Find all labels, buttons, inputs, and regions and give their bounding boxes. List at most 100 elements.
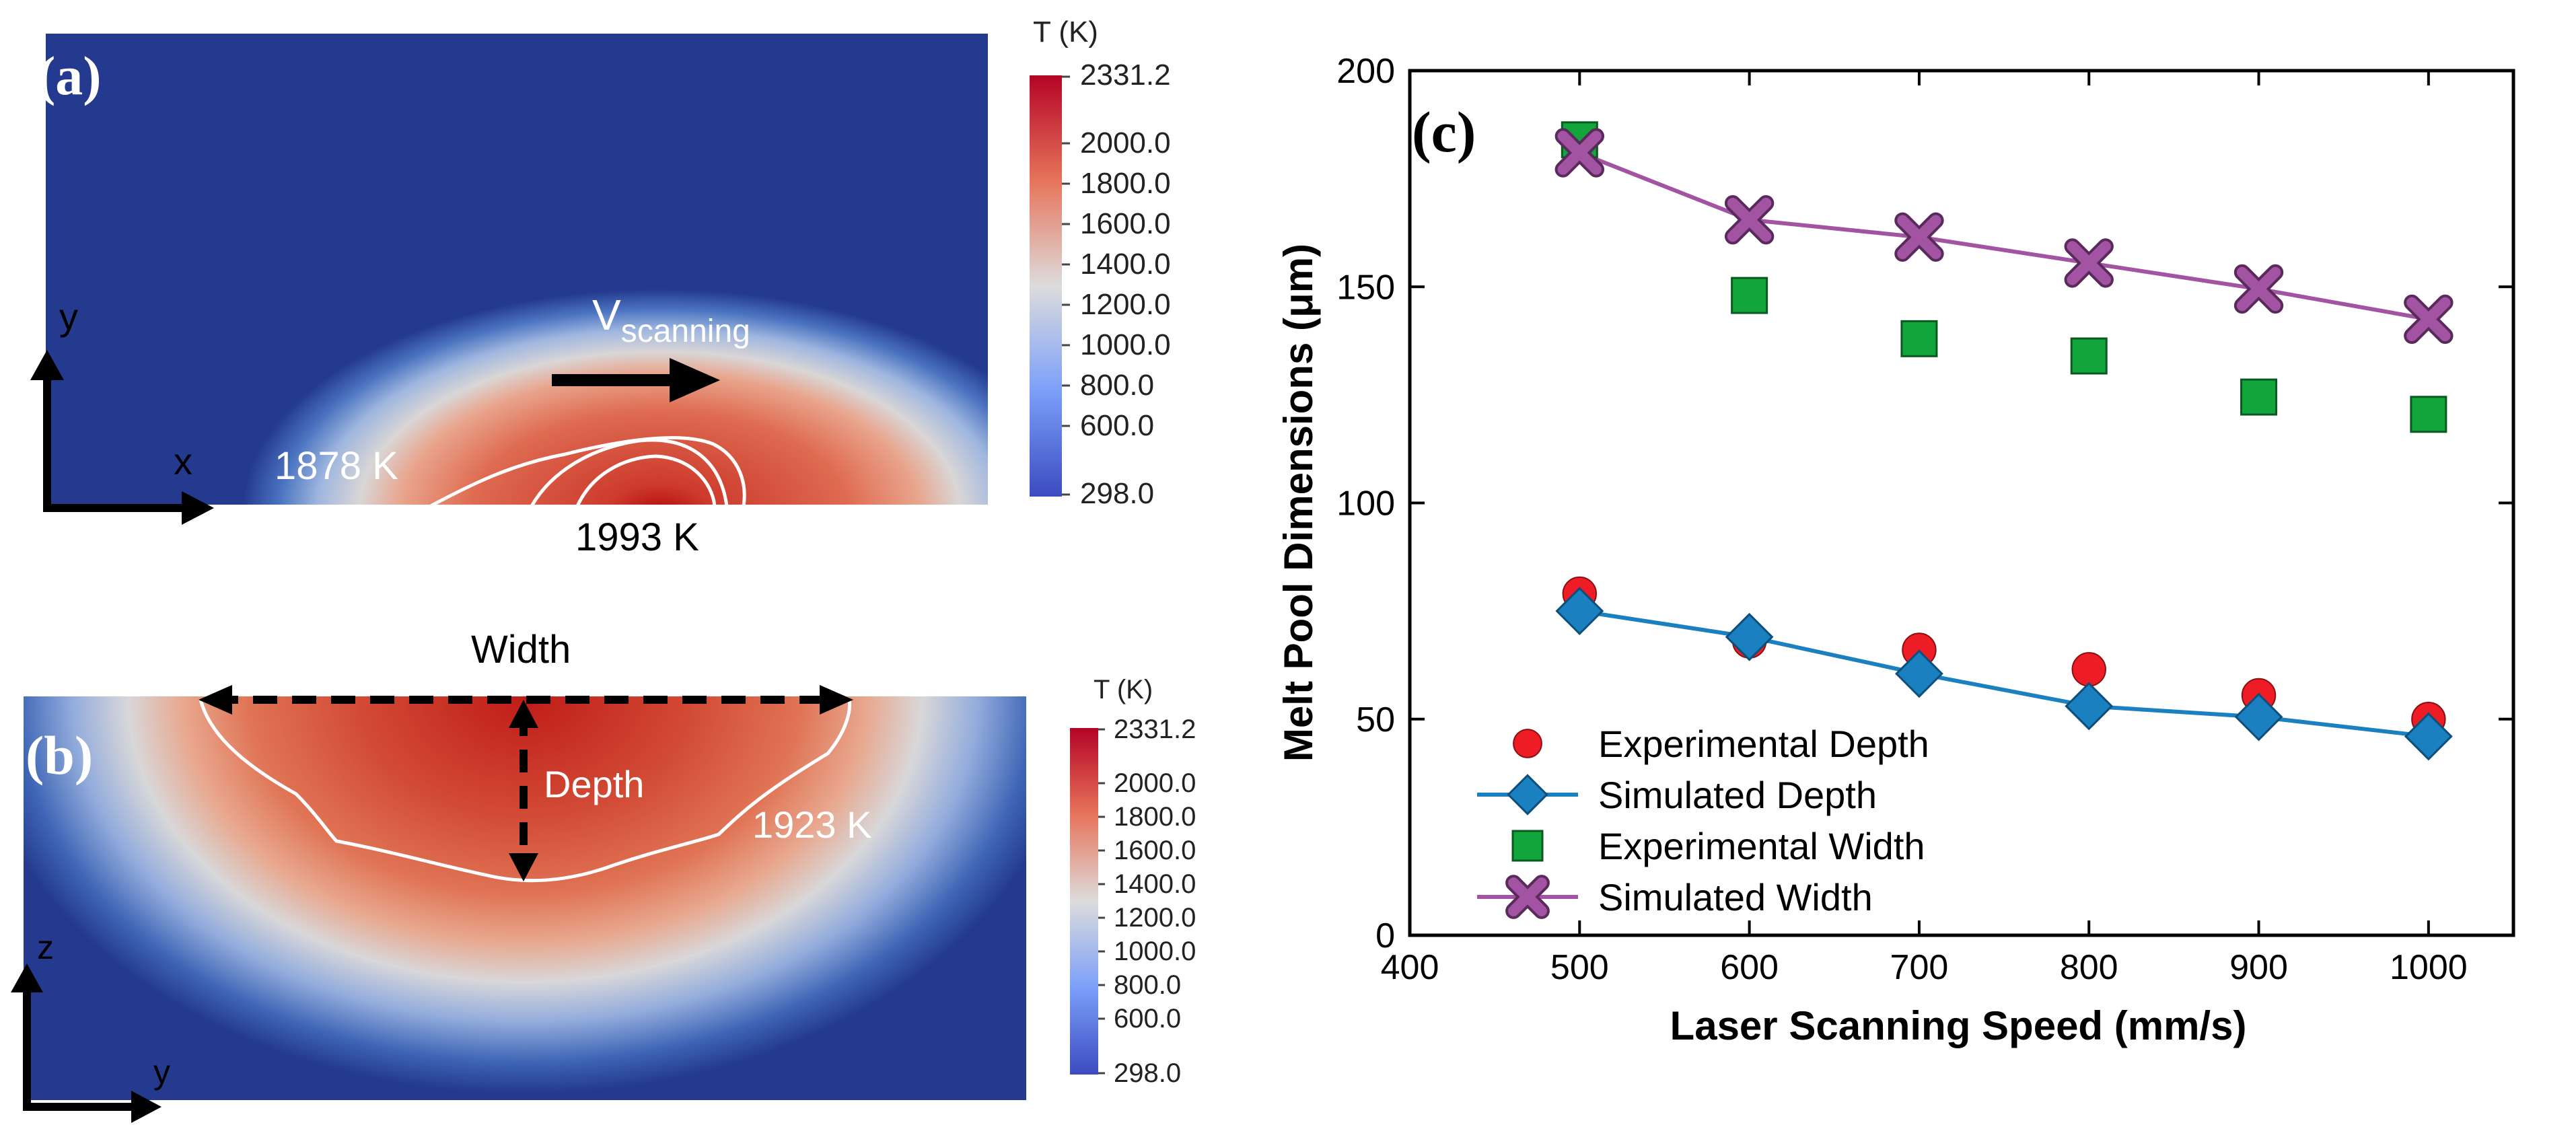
- x-tick-label: 400: [1381, 948, 1439, 987]
- colorbar-a-tick: 600.0: [1080, 409, 1154, 442]
- legend-simulated-depth-marker: [1507, 774, 1548, 815]
- simulated-depth-point: [2404, 712, 2453, 761]
- x-tick-label: 600: [1720, 948, 1779, 987]
- x-tick-label: 900: [2229, 948, 2288, 987]
- simulated-width-point: [2067, 241, 2111, 285]
- colorbar-b-tickmarks: [1098, 728, 1105, 1075]
- simulated-width-point: [1897, 215, 1941, 260]
- legend-experimental-width-label: Experimental Width: [1598, 825, 1925, 867]
- depth-label: Depth: [544, 763, 644, 805]
- chart-axis-ticks: 400 500 600 700 800 900 1000 0 50 100 150 200: [1336, 52, 2513, 987]
- peak-temperature-label: 1993 K: [575, 515, 699, 559]
- y-tick-label: 50: [1356, 700, 1395, 739]
- legend-simulated-width-label: Simulated Width: [1598, 876, 1873, 918]
- panel-b-y-arrowhead-icon: [131, 1091, 162, 1123]
- colorbar-a-tick: 800.0: [1080, 369, 1154, 402]
- experimental-width-point: [2240, 378, 2278, 416]
- colorbar-a-tick: 1200.0: [1080, 288, 1171, 321]
- colorbar-a-gradient: [1030, 75, 1062, 497]
- scanning-velocity-arrowhead-icon: [670, 358, 720, 402]
- colorbar-a-tick: 1400.0: [1080, 248, 1171, 281]
- colorbar-a-tick: 1000.0: [1080, 328, 1171, 361]
- legend-experimental-width-marker: [1511, 830, 1544, 862]
- panel-a-y-arrowhead-icon: [30, 350, 64, 380]
- panel-a-colorbar: T (K) 2331.2 2000.0 1800.0 1600.0 1400.0: [1030, 15, 1171, 510]
- x-tick-label: 700: [1890, 948, 1949, 987]
- simulated-depth-line: [1579, 609, 2429, 739]
- panel-a-x-arrowhead-icon: [182, 491, 214, 525]
- isotherm-1993k-inner-contour: [575, 454, 717, 507]
- colorbar-b-gradient: [1070, 728, 1098, 1075]
- colorbar-a-title: T (K): [1033, 15, 1098, 48]
- colorbar-b-min: 298.0: [1114, 1058, 1181, 1088]
- y-tick-label: 0: [1375, 916, 1395, 955]
- colorbar-b-max: 2331.2: [1114, 715, 1196, 744]
- width-right-arrowhead-icon: [820, 685, 853, 715]
- isotherm-1993k-outer-contour: [530, 438, 729, 507]
- simulated-width-point: [1557, 131, 1602, 175]
- colorbar-b-tick: 1200.0: [1114, 903, 1196, 933]
- panel-c-label: (c): [1412, 100, 1476, 164]
- colorbar-a-max: 2331.2: [1080, 59, 1171, 92]
- colorbar-a-tick: 1800.0: [1080, 167, 1171, 200]
- colorbar-a-tick: 2000.0: [1080, 126, 1171, 159]
- legend-experimental-depth-label: Experimental Depth: [1598, 723, 1929, 765]
- width-left-arrowhead-icon: [199, 685, 232, 715]
- colorbar-b-tick: 800.0: [1114, 970, 1181, 1000]
- simulated-width-line: [1579, 151, 2429, 322]
- experimental-width-point: [1731, 277, 1768, 314]
- panel-b-z-arrowhead-icon: [11, 964, 43, 992]
- simulated-depth-point: [2234, 692, 2283, 741]
- colorbar-b-tick: 1600.0: [1114, 836, 1196, 865]
- simulated-width-point: [2236, 266, 2281, 312]
- panel-a: y x Vscanning 1878 K 1993 K (a) T (K): [30, 15, 1171, 559]
- x-tick-label: 1000: [2390, 948, 2468, 987]
- simulated-depth-point: [1725, 612, 1774, 661]
- colorbar-a-tick: 1600.0: [1080, 207, 1171, 240]
- chart-x-axis-label: Laser Scanning Speed (mm/s): [1670, 1003, 2247, 1048]
- experimental-depth-point: [2071, 652, 2106, 687]
- legend-simulated-width-marker: [1508, 877, 1547, 916]
- chart-legend: Experimental Depth Simulated Depth Experim…: [1477, 723, 1929, 919]
- velocity-label: Vscanning: [592, 291, 750, 349]
- panel-b: Width Depth 1923 K z y (b) T (K): [11, 628, 1196, 1123]
- x-tick-label: 800: [2060, 948, 2118, 987]
- chart-series-lines: [1579, 151, 2429, 739]
- legend-experimental-depth-marker: [1513, 729, 1542, 758]
- panel-b-label: (b): [26, 725, 93, 786]
- isotherm-1923k-label: 1923 K: [752, 803, 872, 846]
- colorbar-b-tick: 600.0: [1114, 1004, 1181, 1033]
- depth-bottom-arrowhead-icon: [509, 853, 538, 881]
- y-tick-label: 200: [1336, 52, 1395, 91]
- legend-simulated-depth-label: Simulated Depth: [1598, 774, 1877, 816]
- panel-b-colorbar: T (K) 2331.2 2000.0 1800.0 1600.0 1400.0: [1070, 675, 1196, 1088]
- depth-top-arrowhead-icon: [509, 700, 538, 728]
- experimental-width-point: [2410, 396, 2447, 433]
- chart-y-axis-label: Melt Pool Dimensions (μm): [1276, 244, 1321, 762]
- isotherm-1878k-label: 1878 K: [275, 444, 398, 488]
- colorbar-b-tick: 1400.0: [1114, 869, 1196, 899]
- width-label: Width: [471, 628, 571, 672]
- x-tick-label: 500: [1550, 948, 1609, 987]
- panel-a-x-label: x: [174, 440, 192, 482]
- y-tick-label: 150: [1336, 268, 1395, 307]
- panel-c-chart: 400 500 600 700 800 900 1000 0 50 100 150 200 Exper…: [1276, 52, 2515, 1048]
- colorbar-b-tick: 1000.0: [1114, 937, 1196, 966]
- colorbar-a-tickmarks: [1062, 75, 1070, 496]
- simulated-depth-point: [1555, 587, 1604, 636]
- panel-a-label: (a): [37, 45, 102, 106]
- colorbar-b-tick: 2000.0: [1114, 768, 1196, 798]
- chart-data-markers: [1554, 121, 2454, 761]
- y-tick-label: 100: [1336, 484, 1395, 523]
- panel-a-temperature-field: [46, 34, 988, 505]
- simulated-width-point: [1727, 197, 1772, 242]
- colorbar-b-tick: 1800.0: [1114, 802, 1196, 832]
- simulated-depth-point: [1895, 649, 1943, 698]
- isotherm-1923k-contour: [199, 699, 852, 883]
- colorbar-b-title: T (K): [1094, 675, 1153, 704]
- chart-plot-frame: [1408, 69, 2515, 937]
- panel-b-y-label: y: [153, 1053, 170, 1091]
- colorbar-a-min: 298.0: [1080, 477, 1154, 510]
- experimental-width-point: [1900, 320, 1938, 357]
